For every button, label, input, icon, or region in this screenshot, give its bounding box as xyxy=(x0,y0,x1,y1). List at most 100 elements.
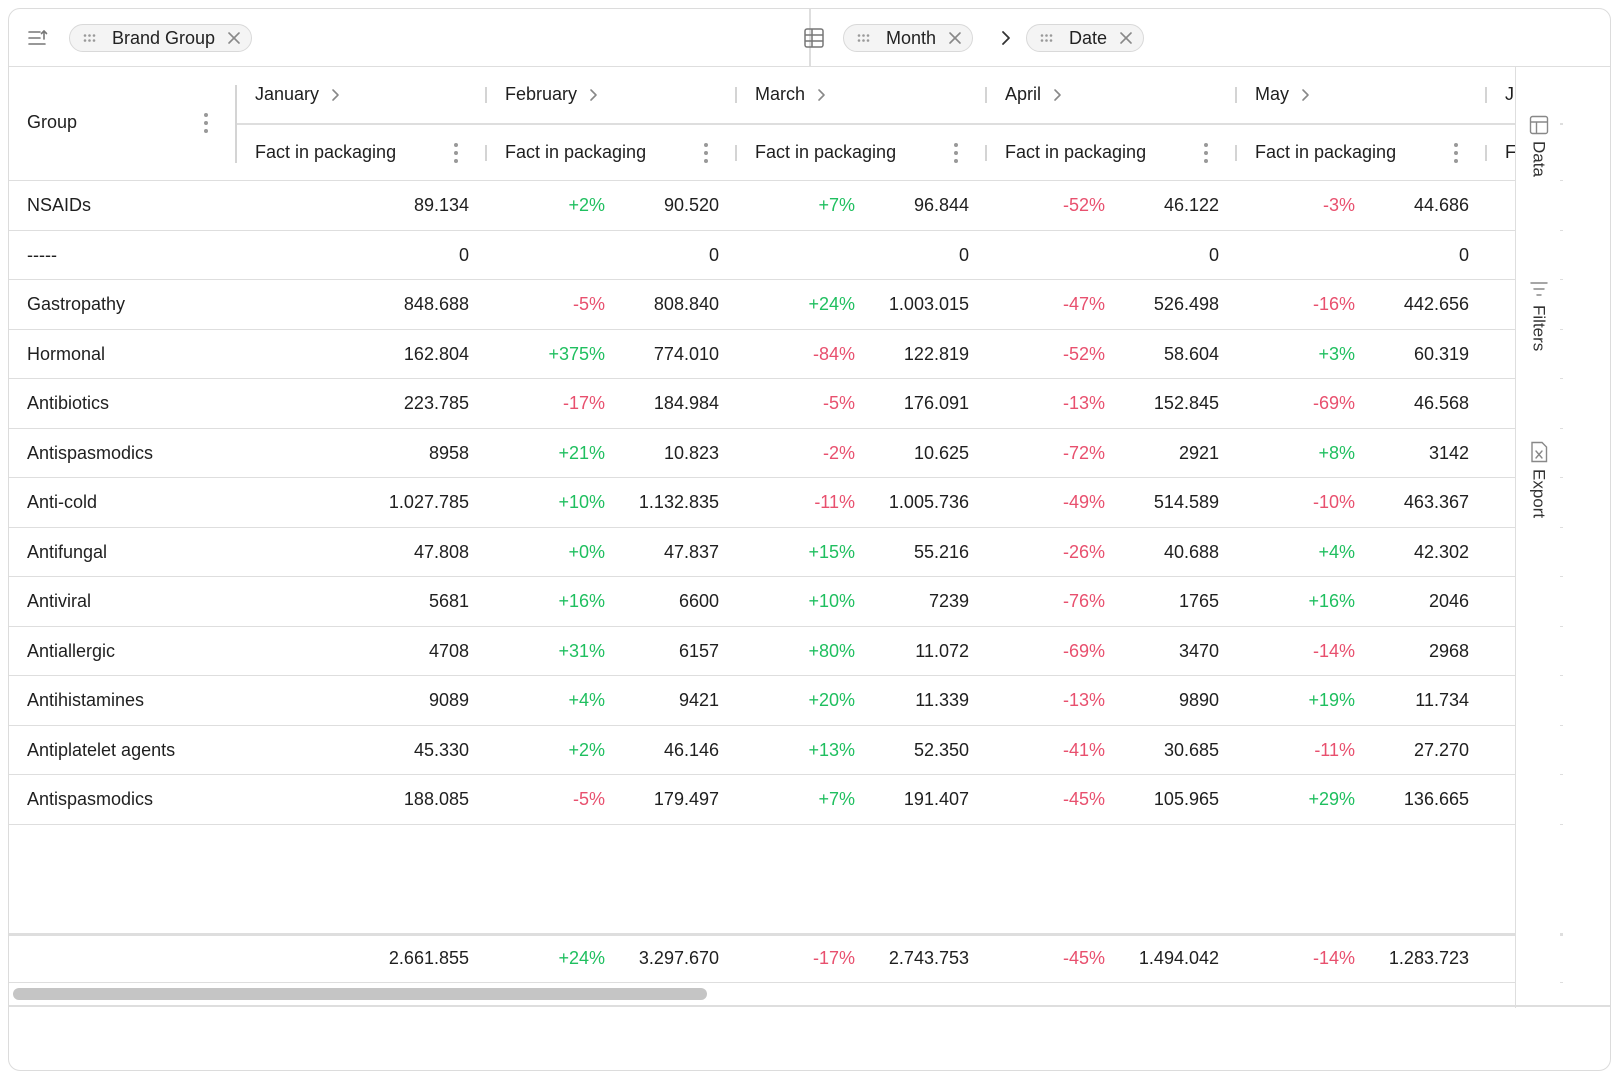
measure-header[interactable]: Fact in packaging xyxy=(505,142,647,162)
column-menu-icon[interactable] xyxy=(1203,142,1209,164)
value-cell[interactable]: 1.283.723 xyxy=(1388,948,1469,968)
value-cell[interactable]: 1765 xyxy=(1178,591,1219,611)
row-label[interactable]: Antibiotics xyxy=(27,393,110,413)
value-cell[interactable]: 223.785 xyxy=(403,393,469,413)
value-cell[interactable]: 1.005.736 xyxy=(888,492,969,512)
value-cell[interactable]: 10.625 xyxy=(913,442,969,463)
column-chip-date[interactable]: Date xyxy=(1026,24,1145,52)
column-chip-month[interactable]: Month xyxy=(843,24,974,52)
value-cell[interactable]: 89.134 xyxy=(413,195,469,215)
row-label[interactable]: NSAIDs xyxy=(27,195,92,215)
value-cell[interactable]: 5681 xyxy=(428,591,469,611)
measure-header[interactable]: Fact in packaging xyxy=(1255,142,1397,162)
row-label[interactable]: Gastropathy xyxy=(27,294,126,314)
sidebar-item-data[interactable]: Data xyxy=(1516,115,1561,177)
value-cell[interactable]: 8958 xyxy=(428,442,469,463)
month-header[interactable]: May xyxy=(1255,84,1310,105)
chevron-right-icon[interactable] xyxy=(1053,88,1062,102)
row-label[interactable]: Antispasmodics xyxy=(27,789,154,809)
value-cell[interactable]: 9890 xyxy=(1178,690,1219,710)
chevron-right-icon[interactable] xyxy=(331,88,340,102)
value-cell[interactable]: 152.845 xyxy=(1153,393,1219,413)
column-menu-icon[interactable] xyxy=(1453,142,1459,164)
value-cell[interactable]: 30.685 xyxy=(1163,739,1219,760)
value-cell[interactable]: 42.302 xyxy=(1413,541,1469,562)
value-cell[interactable]: 96.844 xyxy=(913,195,969,215)
value-cell[interactable]: 2921 xyxy=(1178,442,1219,463)
value-cell[interactable]: 47.837 xyxy=(663,541,719,562)
value-cell[interactable]: 848.688 xyxy=(403,294,469,314)
row-label[interactable]: Antihistamines xyxy=(27,690,145,710)
value-cell[interactable]: 47.808 xyxy=(413,541,469,562)
drag-grip-icon[interactable] xyxy=(82,33,100,43)
value-cell[interactable]: 0 xyxy=(1208,244,1219,265)
measure-header[interactable]: Fact in packaging xyxy=(255,142,397,162)
value-cell[interactable]: 2.743.753 xyxy=(888,948,969,968)
value-cell[interactable]: 2.661.855 xyxy=(388,948,469,968)
value-cell[interactable]: 40.688 xyxy=(1163,541,1219,562)
chevron-right-icon[interactable] xyxy=(817,88,826,102)
measure-header[interactable]: F xyxy=(1505,142,1516,162)
value-cell[interactable]: 27.270 xyxy=(1413,739,1469,760)
value-cell[interactable]: 11.734 xyxy=(1415,690,1469,710)
group-column-header[interactable]: Group xyxy=(27,112,78,132)
table-columns-icon[interactable] xyxy=(803,27,825,49)
value-cell[interactable]: 52.350 xyxy=(913,739,969,760)
value-cell[interactable]: 442.656 xyxy=(1403,294,1469,314)
value-cell[interactable]: 11.339 xyxy=(915,690,969,710)
value-cell[interactable]: 0 xyxy=(708,244,719,265)
value-cell[interactable]: 1.132.835 xyxy=(638,492,719,512)
value-cell[interactable]: 179.497 xyxy=(653,789,719,809)
value-cell[interactable]: 2046 xyxy=(1428,591,1469,611)
value-cell[interactable]: 526.498 xyxy=(1153,294,1219,314)
row-label[interactable]: Antiviral xyxy=(27,591,92,611)
value-cell[interactable]: 1.027.785 xyxy=(388,492,469,512)
value-cell[interactable]: 9089 xyxy=(428,690,469,710)
value-cell[interactable]: 7239 xyxy=(928,591,969,611)
remove-chip-icon[interactable] xyxy=(948,31,962,45)
value-cell[interactable]: 188.085 xyxy=(403,789,469,809)
value-cell[interactable]: 45.330 xyxy=(413,739,469,760)
remove-chip-icon[interactable] xyxy=(227,31,241,45)
value-cell[interactable]: 90.520 xyxy=(663,195,719,215)
value-cell[interactable]: 3.297.670 xyxy=(638,948,719,968)
value-cell[interactable]: 3142 xyxy=(1428,442,1469,463)
drag-grip-icon[interactable] xyxy=(1039,33,1057,43)
sidebar-item-filters[interactable]: Filters xyxy=(1516,279,1561,351)
value-cell[interactable]: 2968 xyxy=(1428,640,1469,661)
value-cell[interactable]: 58.604 xyxy=(1163,343,1219,364)
sidebar-item-export[interactable]: Export xyxy=(1516,441,1561,518)
value-cell[interactable]: 44.686 xyxy=(1413,195,1469,215)
value-cell[interactable]: 1.003.015 xyxy=(888,294,969,314)
value-cell[interactable]: 0 xyxy=(458,244,469,265)
value-cell[interactable]: 122.819 xyxy=(903,343,969,364)
row-label[interactable]: ----- xyxy=(27,244,57,265)
month-header[interactable]: April xyxy=(1005,84,1062,105)
value-cell[interactable]: 10.823 xyxy=(663,442,719,463)
chevron-right-icon[interactable] xyxy=(1301,88,1310,102)
month-header[interactable]: March xyxy=(755,84,826,105)
value-cell[interactable]: 11.072 xyxy=(915,640,969,661)
value-cell[interactable]: 463.367 xyxy=(1403,492,1469,512)
value-cell[interactable]: 1.494.042 xyxy=(1138,948,1219,968)
row-label[interactable]: Antifungal xyxy=(27,541,108,562)
value-cell[interactable]: 46.122 xyxy=(1163,195,1219,215)
column-menu-icon[interactable] xyxy=(203,112,209,134)
value-cell[interactable]: 6600 xyxy=(678,591,719,611)
value-cell[interactable]: 184.984 xyxy=(653,393,719,413)
value-cell[interactable]: 514.589 xyxy=(1153,492,1219,512)
month-header[interactable]: February xyxy=(505,84,598,105)
row-chip-brand-group[interactable]: Brand Group xyxy=(69,24,253,52)
value-cell[interactable]: 774.010 xyxy=(653,343,719,364)
value-cell[interactable]: 46.568 xyxy=(1413,393,1469,413)
chevron-right-icon[interactable] xyxy=(589,88,598,102)
value-cell[interactable]: 4708 xyxy=(428,640,469,661)
column-menu-icon[interactable] xyxy=(703,142,709,164)
month-header[interactable]: J xyxy=(1505,84,1514,105)
value-cell[interactable]: 191.407 xyxy=(903,789,969,809)
value-cell[interactable]: 6157 xyxy=(678,640,719,661)
value-cell[interactable]: 46.146 xyxy=(663,739,719,760)
value-cell[interactable]: 0 xyxy=(958,244,969,265)
row-label[interactable]: Antiallergic xyxy=(27,640,116,661)
row-label[interactable]: Antispasmodics xyxy=(27,442,154,463)
